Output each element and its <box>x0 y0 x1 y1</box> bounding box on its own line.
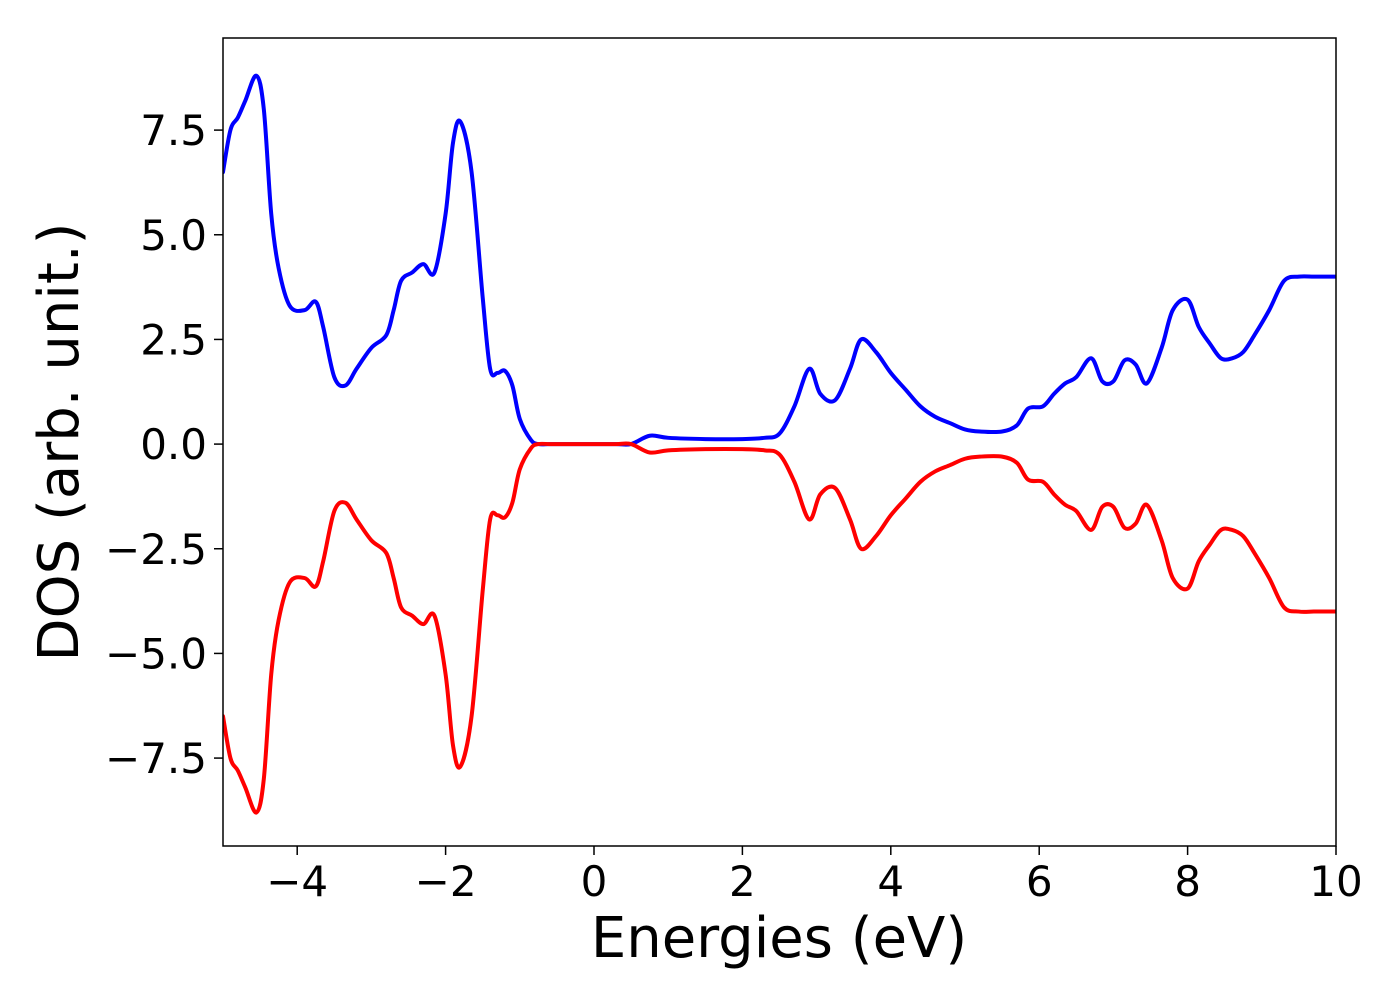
y-tick-label: −2.5 <box>105 525 207 574</box>
series-line-1 <box>223 73 1336 447</box>
x-tick-label: −2 <box>415 857 477 906</box>
y-tick-label: 0.0 <box>140 420 207 469</box>
x-tick-label: 0 <box>581 857 608 906</box>
y-tick-label: −7.5 <box>105 734 207 783</box>
x-tick-label: 8 <box>1174 857 1201 906</box>
x-axis: −4 −2 0 2 4 6 8 10 <box>266 846 1363 906</box>
x-tick-label: 4 <box>877 857 904 906</box>
y-axis: −7.5 −5.0 −2.5 0.0 2.5 5.0 7.5 <box>105 106 223 783</box>
y-tick-label: 2.5 <box>140 315 207 364</box>
x-tick-label: 2 <box>729 857 756 906</box>
y-tick-label: 5.0 <box>140 211 207 260</box>
x-tick-label: 10 <box>1309 857 1362 906</box>
plot-area <box>223 73 1336 815</box>
y-tick-label: −5.0 <box>105 629 207 678</box>
x-tick-label: 6 <box>1026 857 1053 906</box>
y-axis-label: DOS (arb. unit.) <box>27 222 92 661</box>
series-line-2 <box>223 441 1336 815</box>
x-axis-label: Energies (eV) <box>591 906 967 971</box>
y-tick-label: 7.5 <box>140 106 207 155</box>
x-tick-label: −4 <box>266 857 328 906</box>
plot-frame <box>222 37 1337 847</box>
